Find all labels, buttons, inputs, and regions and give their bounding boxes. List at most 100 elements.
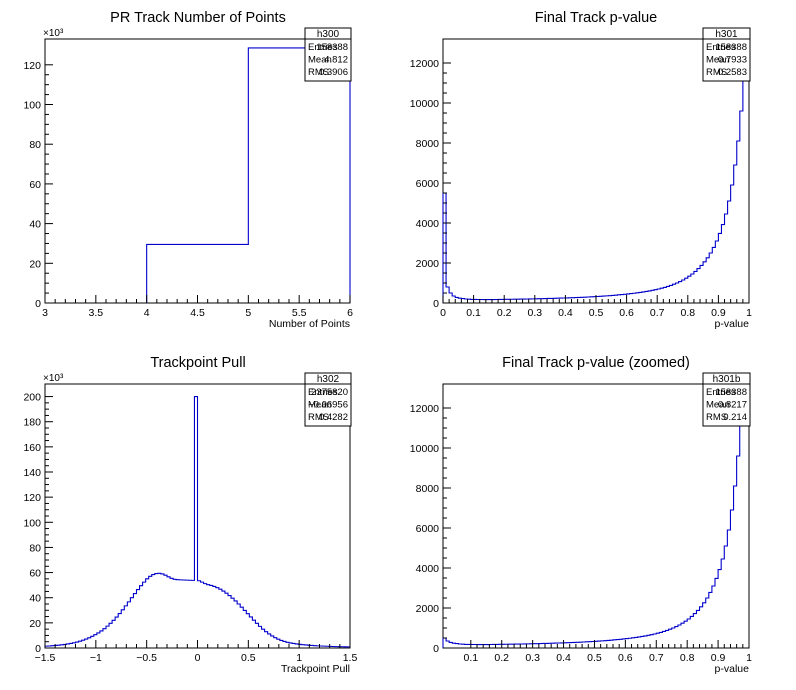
stats-label: Entries	[308, 387, 338, 398]
x-tick-label: 3.5	[89, 307, 104, 319]
x-tick-label: 0.1	[466, 307, 481, 319]
y-tick-label: 6000	[416, 523, 440, 535]
y-tick-label: 140	[23, 467, 41, 479]
x-tick-label: 4	[144, 307, 150, 319]
y-tick-label: 0	[35, 643, 41, 655]
x-tick-label: 5	[245, 307, 251, 319]
x-tick-label: −0.5	[136, 652, 157, 664]
stats-body-box	[304, 383, 352, 427]
x-axis-label: Trackpoint Pull	[281, 663, 350, 675]
histogram-line	[44, 396, 350, 648]
stats-body-box	[702, 383, 751, 427]
x-tick-label: 0.1	[464, 652, 479, 664]
histogram-line	[146, 47, 351, 303]
x-tick-label: 0.7	[649, 652, 664, 664]
y-tick-label: 6000	[416, 178, 440, 190]
x-tick-label: 5.5	[292, 307, 307, 319]
stats-value: 0.8217	[718, 400, 747, 411]
stats-label: Entries	[308, 42, 338, 53]
stats-value: 158388	[715, 387, 747, 398]
y-tick-label: 180	[23, 417, 41, 429]
x-tick-label: 3	[42, 307, 48, 319]
y-tick-label: 60	[29, 568, 41, 580]
stats-label: Entries	[706, 387, 736, 398]
plot-frame	[442, 383, 750, 649]
panel-title: Final Track p-value (zoomed)	[502, 355, 690, 371]
y-tick-label: 80	[29, 139, 41, 151]
stats-body-box	[702, 38, 751, 82]
x-tick-label: 0.8	[680, 307, 695, 319]
y-tick-label: 4000	[416, 563, 440, 575]
x-tick-label: 1	[746, 307, 752, 319]
x-tick-label: −1.5	[35, 652, 56, 664]
stats-label: RMS	[706, 412, 727, 423]
y-multiplier: ×10³	[43, 373, 64, 384]
y-tick-label: 100	[23, 517, 41, 529]
y-tick-label: 40	[29, 593, 41, 605]
y-tick-label: 20	[29, 258, 41, 270]
y-tick-label: 200	[23, 392, 41, 404]
stats-value: 158388	[715, 42, 747, 53]
y-tick-label: 4000	[416, 218, 440, 230]
x-tick-label: 0.4	[556, 652, 571, 664]
x-axis-label: Number of Points	[269, 318, 350, 330]
stats-value: 158388	[316, 42, 348, 53]
stats-value: 2375820	[311, 387, 348, 398]
y-tick-label: 20	[29, 618, 41, 630]
stats-value: 0.4282	[319, 412, 348, 423]
y-tick-label: 2000	[416, 258, 440, 270]
y-tick-label: 120	[23, 60, 41, 72]
x-tick-label: 0.3	[525, 652, 540, 664]
y-tick-label: 8000	[416, 138, 440, 150]
x-tick-label: 1	[296, 652, 302, 664]
x-tick-label: 0.8	[680, 652, 695, 664]
x-tick-label: 0.9	[711, 307, 726, 319]
y-tick-label: 12000	[410, 403, 439, 415]
stats-body-box	[304, 38, 352, 82]
plot-frame	[44, 38, 351, 304]
x-tick-label: 0.7	[650, 307, 665, 319]
stats-value: −0.06956	[308, 400, 348, 411]
y-tick-label: 120	[23, 492, 41, 504]
stats-value: 0.2583	[718, 67, 747, 78]
y-tick-label: 10000	[410, 443, 439, 455]
x-tick-label: 0.2	[497, 307, 512, 319]
y-tick-label: 2000	[416, 603, 440, 615]
x-tick-label: 6	[347, 307, 353, 319]
x-tick-label: 4.5	[190, 307, 205, 319]
x-tick-label: 1.5	[343, 652, 358, 664]
y-tick-label: 12000	[410, 58, 439, 70]
x-tick-label: 0.4	[558, 307, 573, 319]
stats-value: 0.7933	[718, 55, 747, 66]
histogram-line	[442, 46, 749, 303]
x-axis-label: p-value	[715, 663, 750, 675]
x-tick-label: 0.6	[618, 652, 633, 664]
stats-label: RMS	[706, 67, 727, 78]
x-tick-label: 0.6	[619, 307, 634, 319]
x-tick-label: 0.5	[241, 652, 256, 664]
y-tick-label: 160	[23, 442, 41, 454]
x-tick-label: 0.3	[527, 307, 542, 319]
y-tick-label: 0	[433, 643, 439, 655]
x-tick-label: 0	[440, 307, 446, 319]
stats-name: h301b	[713, 374, 741, 385]
panel-title: Trackpoint Pull	[150, 355, 245, 371]
stats-name: h302	[317, 374, 340, 385]
x-tick-label: 1	[746, 652, 752, 664]
stats-label: Entries	[706, 42, 736, 53]
y-tick-label: 0	[433, 298, 439, 310]
x-tick-label: 0.5	[589, 307, 604, 319]
x-tick-label: 0.9	[711, 652, 726, 664]
y-tick-label: 0	[35, 298, 41, 310]
stats-value: 0.214	[723, 412, 747, 423]
stats-label: RMS	[308, 412, 329, 423]
y-tick-label: 8000	[416, 483, 440, 495]
stats-value: 0.3906	[319, 67, 348, 78]
y-tick-label: 80	[29, 542, 41, 554]
stats-label: RMS	[308, 67, 329, 78]
x-tick-label: 0.2	[494, 652, 509, 664]
stats-label: Mean	[706, 400, 730, 411]
x-tick-label: 0.5	[587, 652, 602, 664]
